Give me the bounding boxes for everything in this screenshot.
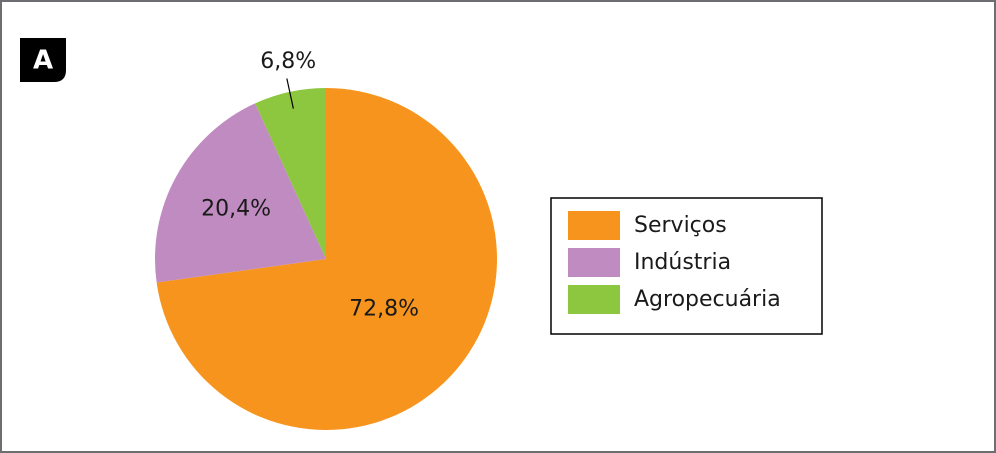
value-label: 20,4%: [201, 197, 271, 222]
panel-badge: [20, 38, 66, 82]
leader-line: [286, 78, 294, 109]
value-label: 72,8%: [349, 297, 419, 322]
legend-label: Indústria: [634, 250, 731, 275]
legend-swatch: [568, 248, 620, 277]
value-label: 6,8%: [260, 49, 316, 74]
legend-label: Agropecuária: [634, 287, 781, 312]
pie-slice: [255, 88, 326, 259]
pie-slice: [156, 88, 498, 431]
legend-swatch: [568, 285, 620, 314]
legend-swatch: [568, 211, 620, 240]
panel-label: A: [33, 46, 53, 76]
legend-label: Serviços: [634, 213, 727, 238]
pie-slice: [155, 103, 326, 283]
